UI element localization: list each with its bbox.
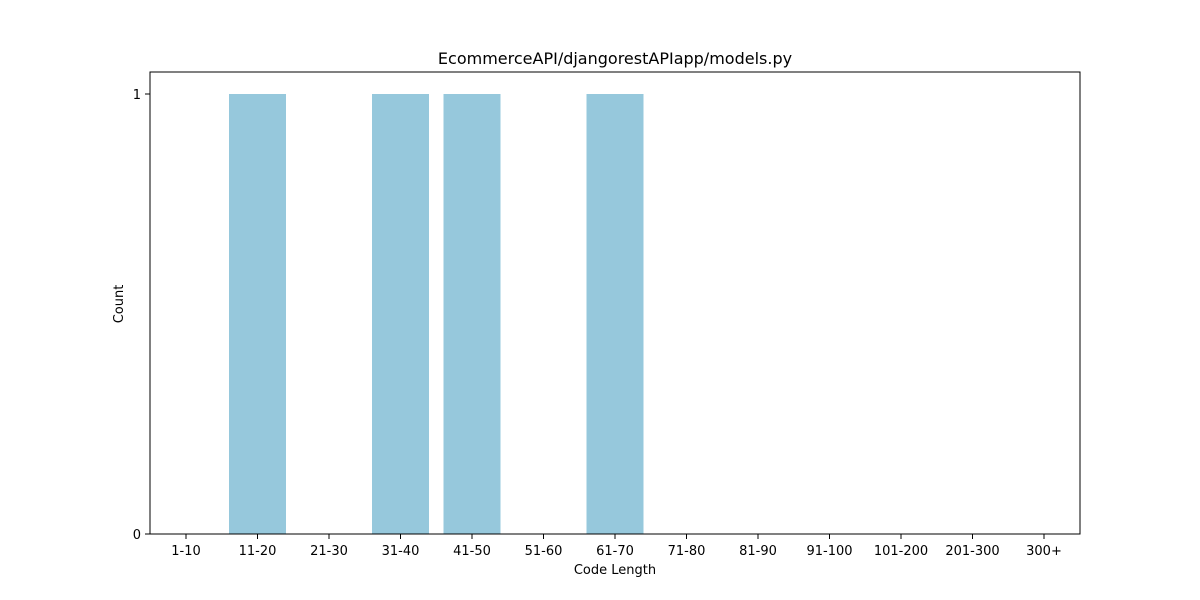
x-tick-label: 61-70	[596, 544, 634, 559]
x-tick-label: 81-90	[739, 544, 777, 559]
x-tick-label: 31-40	[382, 544, 420, 559]
x-axis-ticks: 1-10 11-20 21-30 31-40 41-50 51-60 61-70 71-80 8…	[171, 534, 1062, 559]
bar-41-50	[443, 94, 501, 534]
y-tick-label: 1	[133, 88, 141, 103]
y-axis-ticks: 01	[133, 88, 150, 543]
x-tick-label: 11-20	[239, 544, 277, 559]
x-tick-label: 201-300	[945, 544, 999, 559]
x-tick-label: 1-10	[171, 544, 201, 559]
x-tick-label: 51-60	[525, 544, 563, 559]
x-tick-label: 41-50	[453, 544, 491, 559]
x-tick-label: 21-30	[310, 544, 348, 559]
x-tick-label: 300+	[1026, 544, 1062, 559]
bar-31-40	[372, 94, 429, 534]
x-tick-label: 91-100	[806, 544, 852, 559]
chart-title: EcommerceAPI/djangorestAPIapp/models.py	[438, 49, 792, 68]
bar-61-70	[586, 94, 644, 534]
bars-group	[229, 94, 644, 534]
x-axis-label: Code Length	[574, 563, 656, 578]
x-tick-label: 71-80	[668, 544, 706, 559]
y-tick-label: 0	[133, 528, 141, 543]
x-tick-label: 101-200	[874, 544, 928, 559]
bar-11-20	[229, 94, 286, 534]
y-axis-label: Count	[112, 285, 127, 324]
